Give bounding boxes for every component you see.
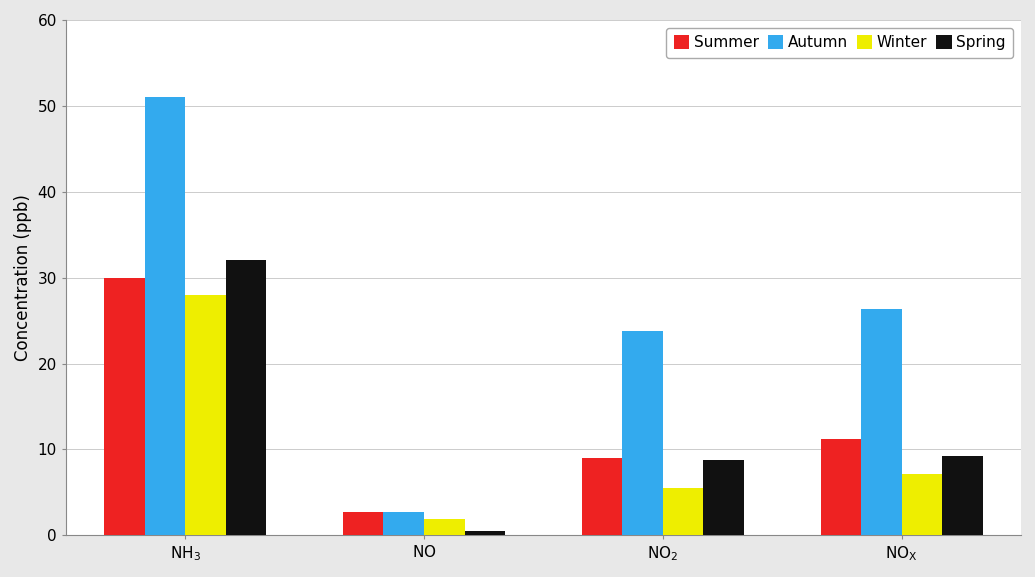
- Bar: [343, 512, 384, 535]
- Bar: [942, 456, 983, 535]
- Bar: [145, 97, 185, 535]
- Bar: [821, 439, 861, 535]
- Bar: [622, 331, 662, 535]
- Bar: [226, 260, 266, 535]
- Legend: Summer, Autumn, Winter, Spring: Summer, Autumn, Winter, Spring: [667, 28, 1013, 58]
- Bar: [582, 458, 622, 535]
- Bar: [861, 309, 901, 535]
- Bar: [384, 512, 424, 535]
- Bar: [185, 295, 226, 535]
- Bar: [704, 460, 744, 535]
- Bar: [901, 474, 942, 535]
- Bar: [662, 488, 704, 535]
- Y-axis label: Concentration (ppb): Concentration (ppb): [13, 194, 32, 361]
- Bar: [424, 519, 465, 535]
- Bar: [465, 531, 505, 535]
- Bar: [105, 278, 145, 535]
